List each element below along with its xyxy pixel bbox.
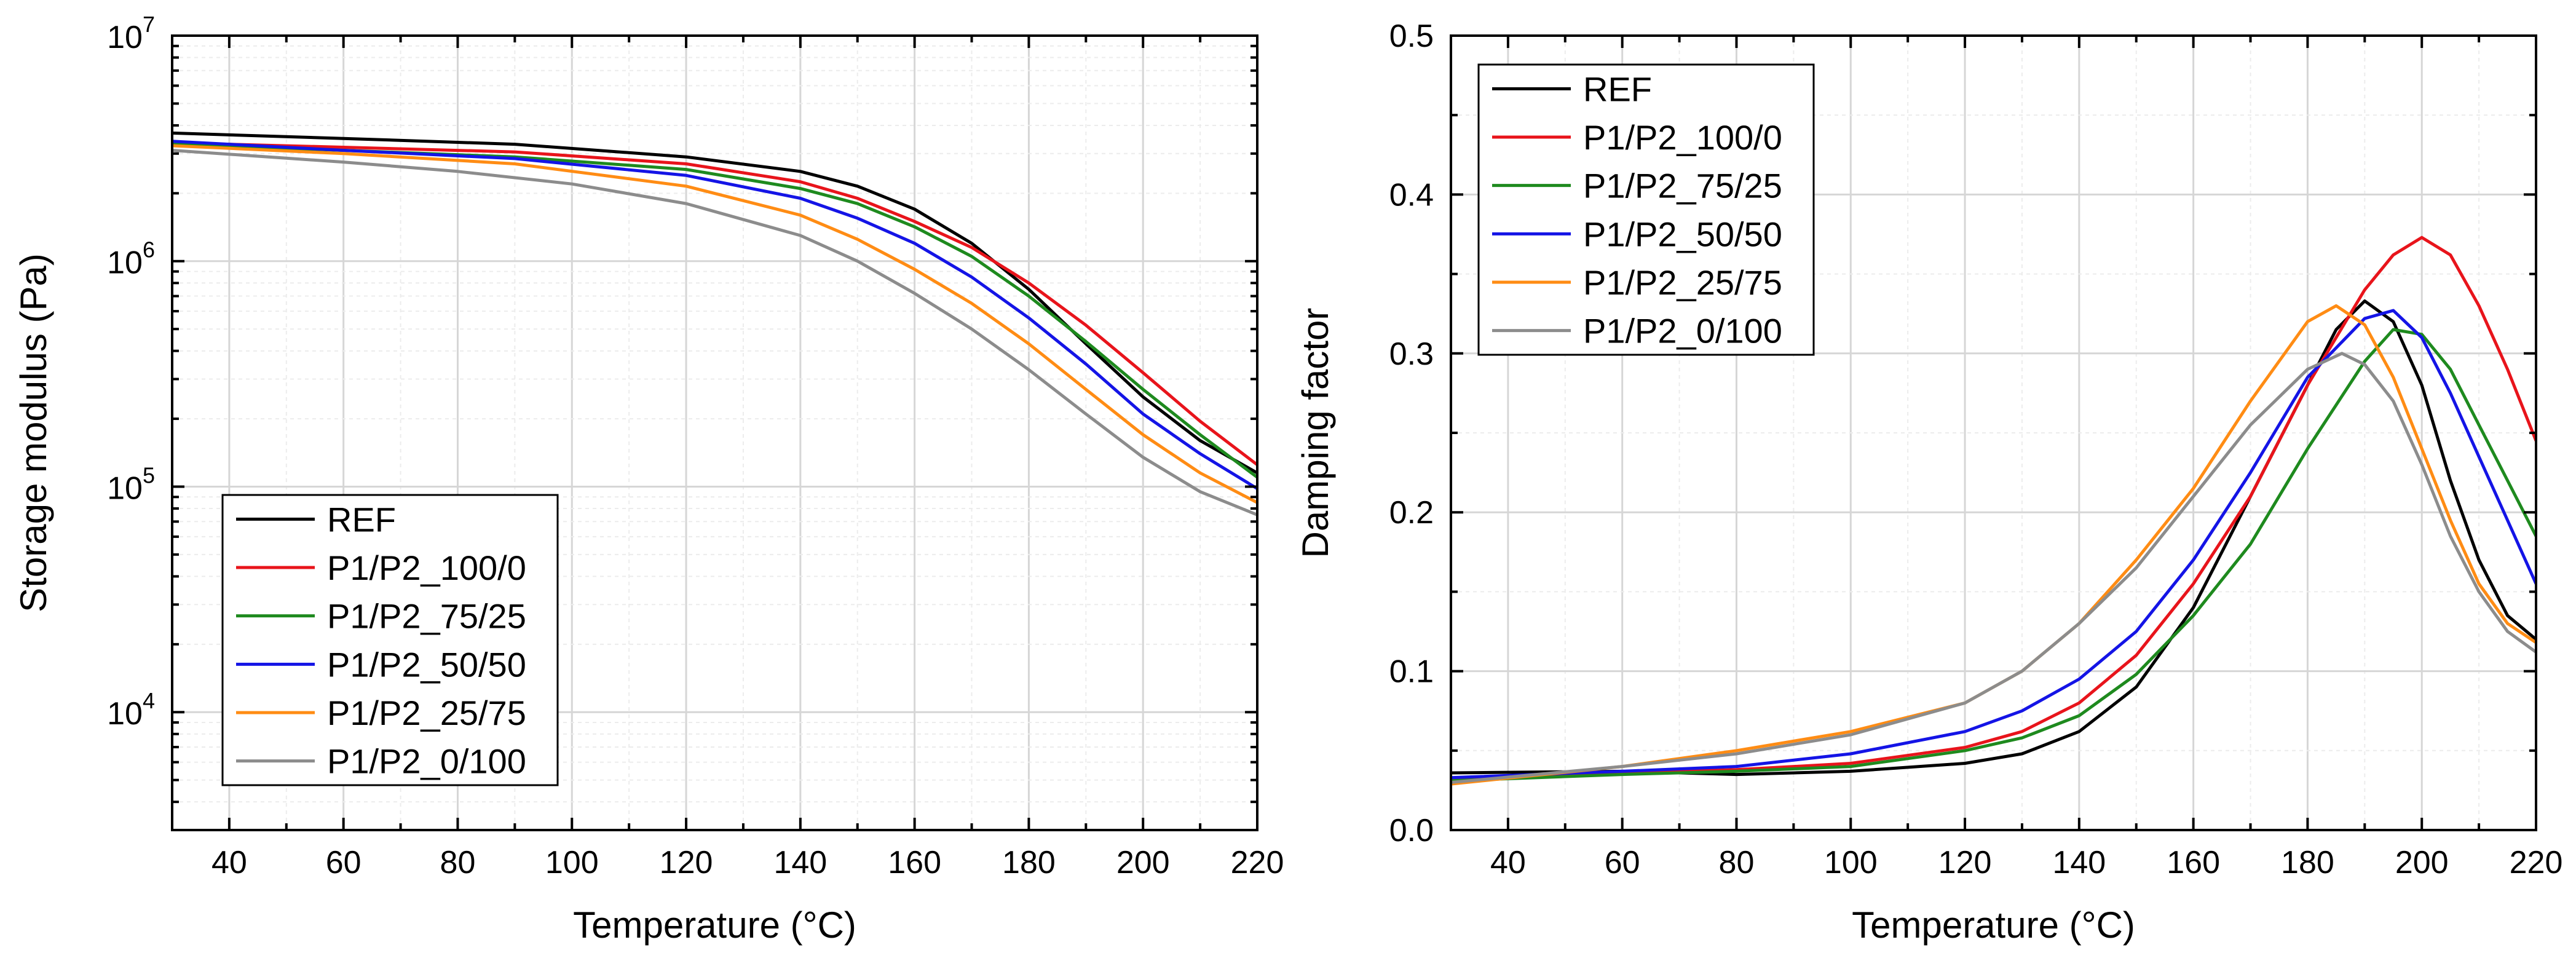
legend-label-p1-p2-25-75: P1/P2_25/75 xyxy=(327,694,526,732)
y-tick-label: 105 xyxy=(107,462,155,506)
x-axis-label: Temperature (°C) xyxy=(1852,904,2135,946)
series-line-p1-p2-75-25 xyxy=(1451,328,2536,783)
series-line-p1-p2-25-75 xyxy=(172,144,1257,504)
x-tick-label: 80 xyxy=(440,845,476,880)
y-axis-label: Damping factor xyxy=(1295,308,1336,558)
y-tick-label: 0.5 xyxy=(1389,18,1434,54)
x-tick-label: 140 xyxy=(773,845,827,880)
x-tick-label: 220 xyxy=(1231,845,1284,880)
series-line-p1-p2-75-25 xyxy=(172,143,1257,479)
series-line-p1-p2-50-50 xyxy=(1451,309,2536,780)
y-tick-label-base: 10 xyxy=(107,470,143,506)
x-tick-label: 220 xyxy=(2510,845,2563,880)
x-tick-label: 60 xyxy=(1605,845,1640,880)
y-tick-label-exponent: 4 xyxy=(143,688,155,713)
legend: REF P1/P2_100/0 P1/P2_75/25 P1/P2_50/50 P1/P… xyxy=(221,494,559,786)
damping-factor-chart: 40 60 80 100 120 140 160 180 200 220 0.0 0.1 0.2 0.3 0… xyxy=(1295,18,2562,946)
storage-modulus-chart: 40 60 80 100 120 140 160 180 200 220104105106107T… xyxy=(13,12,1284,946)
x-tick-label: 180 xyxy=(2281,845,2334,880)
legend-label-ref: REF xyxy=(1583,69,1652,108)
y-tick-label-exponent: 6 xyxy=(143,237,155,263)
x-tick-label: 40 xyxy=(1490,845,1526,880)
legend-label-p1-p2-75-25: P1/P2_75/25 xyxy=(327,597,526,636)
y-tick-label: 0.2 xyxy=(1389,495,1434,531)
legend: REF P1/P2_100/0 P1/P2_75/25 P1/P2_50/50 P1/P… xyxy=(1477,63,1815,356)
x-tick-label: 40 xyxy=(211,845,247,880)
y-axis-label: Storage modulus (Pa) xyxy=(13,253,54,612)
x-tick-label: 100 xyxy=(545,845,599,880)
series-line-p1-p2-0-100 xyxy=(1451,352,2536,784)
legend-label-p1-p2-25-75: P1/P2_25/75 xyxy=(1583,263,1782,302)
x-tick-label: 60 xyxy=(326,845,362,880)
series-line-ref xyxy=(172,131,1257,475)
y-tick-label: 0.0 xyxy=(1389,813,1434,848)
x-tick-label: 180 xyxy=(1002,845,1056,880)
x-tick-label: 160 xyxy=(2167,845,2220,880)
y-tick-label-base: 10 xyxy=(107,696,143,732)
series-line-p1-p2-100-0 xyxy=(1451,235,2536,781)
series-line-p1-p2-50-50 xyxy=(172,140,1257,490)
y-tick-label: 107 xyxy=(107,12,155,55)
series-line-p1-p2-100-0 xyxy=(172,141,1257,466)
x-tick-label: 160 xyxy=(888,845,941,880)
series-group xyxy=(1451,235,2536,786)
legend-box xyxy=(221,494,559,786)
x-tick-label: 120 xyxy=(660,845,713,880)
x-tick-label: 200 xyxy=(2395,845,2449,880)
legend-label-p1-p2-0-100: P1/P2_0/100 xyxy=(327,742,526,781)
plot-frame xyxy=(171,34,1258,831)
legend-label-p1-p2-50-50: P1/P2_50/50 xyxy=(327,645,526,684)
y-tick-label: 104 xyxy=(107,688,155,732)
series-line-p1-p2-25-75 xyxy=(1451,304,2536,786)
x-axis-label: Temperature (°C) xyxy=(573,904,856,946)
x-tick-label: 100 xyxy=(1824,845,1878,880)
legend-label-p1-p2-100-0: P1/P2_100/0 xyxy=(1583,118,1782,157)
y-tick-label-base: 10 xyxy=(107,20,143,55)
y-tick-label: 0.1 xyxy=(1389,654,1434,690)
series-line-p1-p2-0-100 xyxy=(172,149,1257,516)
y-tick-label-exponent: 7 xyxy=(143,12,155,37)
legend-box xyxy=(1477,63,1815,356)
y-tick-label: 0.3 xyxy=(1389,336,1434,372)
y-tick-label-exponent: 5 xyxy=(143,462,155,488)
x-tick-label: 80 xyxy=(1719,845,1755,880)
legend-label-p1-p2-75-25: P1/P2_75/25 xyxy=(1583,167,1782,205)
legend-label-p1-p2-0-100: P1/P2_0/100 xyxy=(1583,312,1782,350)
y-tick-label: 106 xyxy=(107,237,155,281)
legend-label-p1-p2-100-0: P1/P2_100/0 xyxy=(327,548,526,587)
x-tick-label: 200 xyxy=(1116,845,1170,880)
x-tick-label: 140 xyxy=(2052,845,2106,880)
legend-label-p1-p2-50-50: P1/P2_50/50 xyxy=(1583,215,1782,253)
y-tick-label-base: 10 xyxy=(107,245,143,281)
series-group xyxy=(172,131,1257,516)
y-tick-label: 0.4 xyxy=(1389,177,1434,213)
legend-label-ref: REF xyxy=(327,500,396,539)
x-tick-label: 120 xyxy=(1938,845,1992,880)
